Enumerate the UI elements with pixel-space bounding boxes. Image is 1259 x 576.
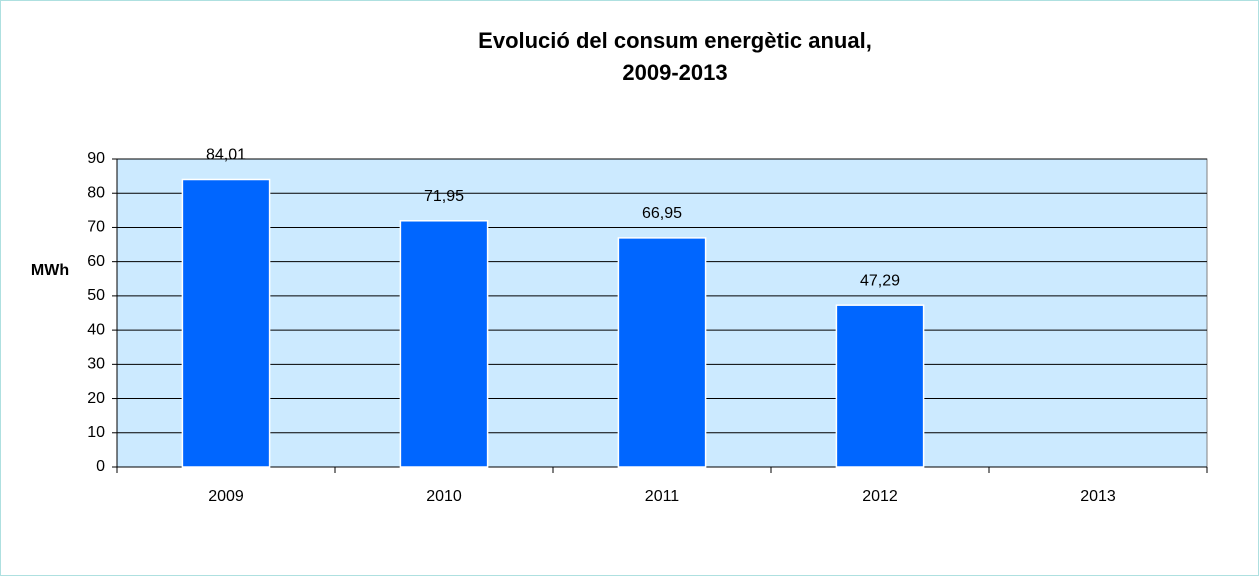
- y-tick-label: 70: [87, 219, 105, 236]
- y-axis-label: MWh: [31, 262, 69, 279]
- x-tick-label: 2012: [862, 488, 898, 505]
- y-tick-label: 20: [87, 390, 105, 407]
- y-tick-label: 60: [87, 253, 105, 270]
- data-label: 71,95: [424, 188, 464, 205]
- y-tick-label: 0: [96, 458, 105, 475]
- x-tick-label: 2009: [208, 488, 244, 505]
- chart-title: Evolució del consum energètic anual,: [478, 28, 872, 53]
- x-tick-label: 2013: [1080, 488, 1116, 505]
- bar: [835, 304, 925, 468]
- y-tick-label: 40: [87, 321, 105, 338]
- y-tick-label: 10: [87, 424, 105, 441]
- bar: [617, 237, 707, 468]
- y-tick-label: 90: [87, 150, 105, 167]
- y-tick-label: 30: [87, 356, 105, 373]
- bar: [399, 220, 489, 468]
- y-tick-label: 80: [87, 184, 105, 201]
- x-tick-label: 2011: [645, 488, 680, 505]
- y-tick-label: 50: [87, 287, 105, 304]
- bar: [181, 178, 271, 468]
- data-label: 47,29: [860, 272, 900, 289]
- x-tick-label: 2010: [426, 488, 462, 505]
- chart-title: 2009-2013: [622, 60, 727, 85]
- data-label: 66,95: [642, 205, 682, 222]
- data-label: 84,01: [206, 147, 246, 164]
